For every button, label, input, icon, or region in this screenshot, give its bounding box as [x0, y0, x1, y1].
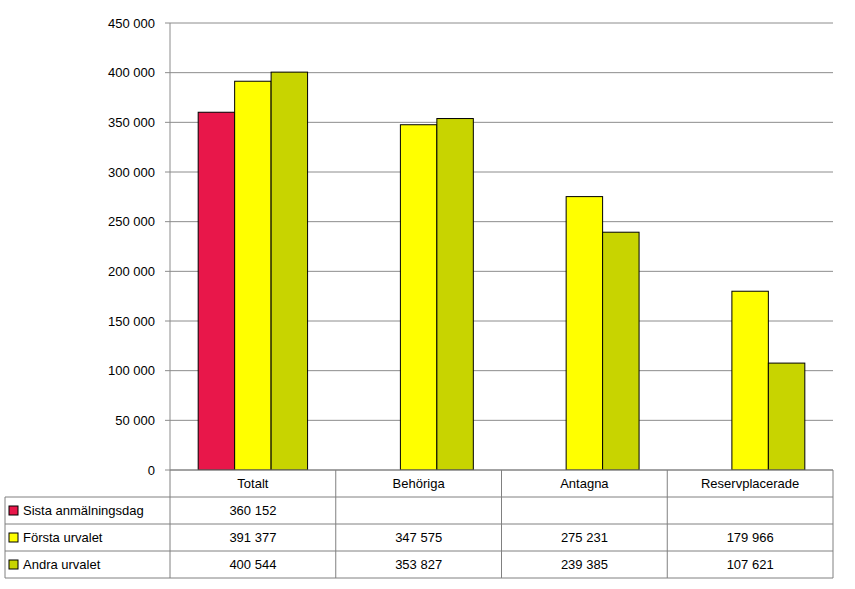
table-value: 391 377 [229, 530, 276, 545]
tick-mark [165, 122, 170, 123]
y-tick-label: 350 000 [108, 115, 155, 130]
bar [271, 72, 307, 470]
legend-label: Sista anmälningsdag [23, 503, 144, 518]
tick-mark [165, 271, 170, 272]
table-value: 179 966 [727, 530, 774, 545]
legend-swatch [9, 533, 18, 542]
table-line [5, 497, 6, 578]
y-axis [170, 23, 171, 470]
tick-mark [165, 470, 170, 471]
table-line [170, 470, 171, 578]
y-tick-label: 200 000 [108, 264, 155, 279]
grid [165, 23, 833, 470]
bar [198, 112, 234, 470]
table-value: 347 575 [395, 530, 442, 545]
tick-mark [165, 72, 170, 73]
bar [603, 232, 639, 470]
y-tick-label: 50 000 [115, 413, 155, 428]
chart: 0 50 000 100 000 150 000 200 000 250 000 300 0… [0, 0, 855, 589]
grid-line [170, 23, 833, 24]
table-value: 400 544 [229, 557, 276, 572]
x-tick-label: Reservplacerade [701, 476, 799, 491]
table-value: 239 385 [561, 557, 608, 572]
bar [235, 81, 271, 470]
table-line [667, 470, 668, 578]
bar [400, 125, 436, 470]
tick-mark [165, 420, 170, 421]
table-line [5, 497, 833, 498]
legend-swatch [9, 506, 18, 515]
table-value: 275 231 [561, 530, 608, 545]
tick-mark [165, 221, 170, 222]
table-line [501, 470, 502, 578]
legend-swatch [9, 560, 18, 569]
tick-mark [165, 23, 170, 24]
y-tick-label: 0 [148, 463, 155, 478]
y-tick-label: 250 000 [108, 214, 155, 229]
table-line [5, 578, 833, 579]
tick-mark [165, 370, 170, 371]
table-value: 107 621 [727, 557, 774, 572]
legend-label: Andra urvalet [23, 557, 101, 572]
legend-label: Första urvalet [23, 530, 103, 545]
y-tick-label: 450 000 [108, 16, 155, 31]
tick-mark [165, 321, 170, 322]
y-tick-label: 400 000 [108, 65, 155, 80]
table-line [335, 470, 336, 578]
data-table: Totalt Behöriga Antagna Reservplacerade Sist… [5, 470, 833, 578]
tick-mark [165, 172, 170, 173]
y-tick-label: 150 000 [108, 314, 155, 329]
y-tick-label: 100 000 [108, 363, 155, 378]
bar [768, 363, 804, 470]
x-tick-label: Behöriga [393, 476, 446, 491]
table-value: 360 152 [229, 503, 276, 518]
table-line [833, 470, 834, 578]
x-tick-label: Totalt [237, 476, 268, 491]
bar [566, 197, 602, 470]
bar [437, 119, 473, 470]
table-value: 353 827 [395, 557, 442, 572]
table-line [5, 551, 833, 552]
x-tick-label: Antagna [560, 476, 609, 491]
grid-line [170, 72, 833, 73]
y-tick-label: 300 000 [108, 165, 155, 180]
bars [198, 72, 805, 470]
table-line [5, 524, 833, 525]
bar [732, 291, 768, 470]
